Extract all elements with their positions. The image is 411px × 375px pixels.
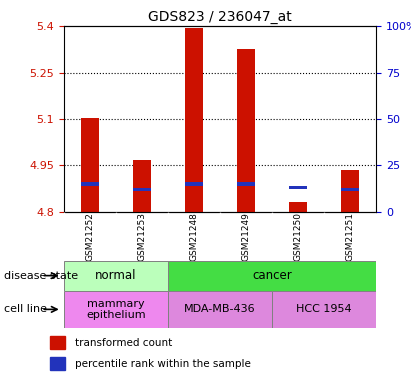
Bar xyxy=(289,186,307,189)
Bar xyxy=(64,291,168,328)
Text: transformed count: transformed count xyxy=(76,338,173,348)
Text: cell line: cell line xyxy=(4,304,47,314)
Bar xyxy=(237,183,255,186)
Bar xyxy=(168,291,272,328)
Text: mammary
epithelium: mammary epithelium xyxy=(86,298,145,320)
Bar xyxy=(133,188,151,191)
Bar xyxy=(81,117,99,212)
Text: MDA-MB-436: MDA-MB-436 xyxy=(184,304,256,314)
Bar xyxy=(64,261,168,291)
Text: percentile rank within the sample: percentile rank within the sample xyxy=(76,359,251,369)
Bar xyxy=(341,188,359,191)
Bar xyxy=(272,291,376,328)
Bar xyxy=(50,336,65,349)
Text: GSM21252: GSM21252 xyxy=(85,212,94,261)
Bar xyxy=(237,48,255,212)
Bar xyxy=(289,202,307,212)
Bar xyxy=(185,183,203,186)
Bar xyxy=(81,183,99,186)
Bar xyxy=(341,170,359,212)
Text: normal: normal xyxy=(95,269,136,282)
Text: cancer: cancer xyxy=(252,269,292,282)
Bar xyxy=(168,261,376,291)
Bar xyxy=(133,160,151,212)
Text: disease state: disease state xyxy=(4,271,78,280)
Text: GSM21248: GSM21248 xyxy=(189,212,199,261)
Text: HCC 1954: HCC 1954 xyxy=(296,304,352,314)
Text: GSM21249: GSM21249 xyxy=(241,212,250,261)
Text: GSM21251: GSM21251 xyxy=(346,212,355,261)
Title: GDS823 / 236047_at: GDS823 / 236047_at xyxy=(148,10,292,24)
Text: GSM21253: GSM21253 xyxy=(137,212,146,261)
Bar xyxy=(50,357,65,370)
Text: GSM21250: GSM21250 xyxy=(293,212,302,261)
Bar xyxy=(185,28,203,212)
